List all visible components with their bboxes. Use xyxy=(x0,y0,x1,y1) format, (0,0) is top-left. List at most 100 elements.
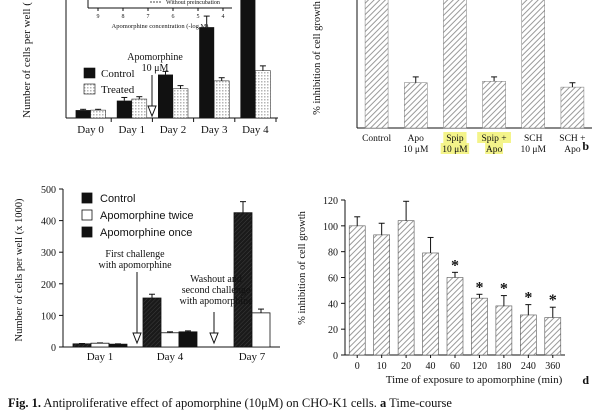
a-legend-swatch xyxy=(83,83,96,95)
c-legend-swatch xyxy=(81,226,93,238)
b-x-tick-label: Spip xyxy=(446,134,464,144)
d-panel-label: d xyxy=(582,373,589,387)
c-bar xyxy=(251,312,271,348)
d-y-tick-label: 20 xyxy=(328,325,338,336)
b-bar xyxy=(404,82,428,129)
c-legend-swatch xyxy=(81,192,93,204)
d-significance-mark: * xyxy=(500,281,508,298)
c-y-tick-label: 400 xyxy=(41,217,56,228)
a-bar-treated xyxy=(172,88,189,119)
b-label-highlight xyxy=(443,132,467,143)
c-annotation-arrowhead xyxy=(132,332,142,345)
caption-text: Antiproliferative effect of apomorphine … xyxy=(43,396,377,410)
b-x-tick-label: Apo xyxy=(408,134,425,144)
b-bar xyxy=(482,81,506,129)
c-legend-label: Control xyxy=(100,193,135,205)
d-significance-mark: * xyxy=(475,279,483,296)
b-label-highlight xyxy=(477,132,511,143)
panel-b-chart: % inhibition of cell growth100ControlApo… xyxy=(312,0,592,155)
c-bar xyxy=(178,331,198,348)
c-y-tick-label: 500 xyxy=(41,185,56,196)
c-annotation: Washout and xyxy=(190,274,242,285)
a-legend-label: Control xyxy=(101,68,135,80)
d-y-tick-label: 100 xyxy=(323,222,338,233)
c-bar xyxy=(108,343,128,348)
c-y-tick-label: 300 xyxy=(41,248,56,259)
b-bar xyxy=(364,0,389,129)
d-x-tick-label: 240 xyxy=(521,361,536,372)
c-legend-label: Apomorphine twice xyxy=(100,210,194,222)
d-significance-mark: * xyxy=(451,257,459,274)
b-ylabel: % inhibition of cell growth xyxy=(312,0,323,114)
d-x-tick-label: 10 xyxy=(377,361,387,372)
d-bar xyxy=(544,317,562,356)
d-x-tick-label: 60 xyxy=(450,361,460,372)
a-inset-tick-label: 7 xyxy=(147,14,150,20)
a-ylabel: Number of cells per well ( xyxy=(21,2,33,118)
a-x-tick-label: Day 1 xyxy=(119,124,146,136)
c-y-tick-label: 200 xyxy=(41,280,56,291)
c-y-tick-label: 100 xyxy=(41,311,56,322)
c-bar xyxy=(160,332,180,348)
c-bar xyxy=(72,343,92,348)
b-x-tick-label: 10 μM xyxy=(521,145,547,155)
figure-caption: Fig. 1. Antiproliferative effect of apom… xyxy=(8,396,598,411)
c-legend-swatch xyxy=(81,209,93,221)
d-bar xyxy=(373,234,390,356)
a-bar-treated xyxy=(213,80,230,119)
b-x-tick-label: Apo xyxy=(564,145,581,155)
a-bar-control xyxy=(199,27,215,118)
a-legend-swatch xyxy=(83,67,96,79)
d-ylabel: % inhibition of cell growth xyxy=(297,210,308,324)
d-bar xyxy=(520,314,537,356)
b-x-tick-label: SCH + xyxy=(559,134,585,144)
d-y-tick-label: 60 xyxy=(328,274,338,285)
b-label-highlight xyxy=(485,143,504,154)
a-bar-control xyxy=(240,0,256,119)
d-x-tick-label: 40 xyxy=(426,361,436,372)
d-bar xyxy=(348,225,366,356)
d-x-tick-label: 20 xyxy=(401,361,411,372)
c-bar xyxy=(90,342,110,348)
d-bar xyxy=(397,220,415,356)
b-x-tick-label: Control xyxy=(362,134,391,144)
a-x-tick-label: Day 0 xyxy=(77,124,104,136)
a-annotation-arrowhead xyxy=(147,105,157,118)
d-bar xyxy=(471,297,488,356)
d-x-tick-label: 120 xyxy=(472,361,487,372)
a-bar-control xyxy=(158,74,173,118)
a-x-tick-label: Day 3 xyxy=(201,124,228,136)
d-xlabel: Time of exposure to apomorphine (min) xyxy=(386,374,563,386)
a-x-tick-label: Day 4 xyxy=(242,124,269,136)
b-label-highlight xyxy=(440,143,470,154)
a-bar-treated xyxy=(255,70,271,119)
b-x-tick-label: Apo xyxy=(486,145,503,155)
b-bar xyxy=(521,0,545,129)
a-inset-tick-label: 6 xyxy=(172,14,175,20)
d-bar xyxy=(422,252,439,356)
c-annotation: with apomorphine xyxy=(98,260,172,271)
a-legend-label: Treated xyxy=(101,84,135,96)
c-bar xyxy=(142,297,162,348)
b-x-tick-label: 10 μM xyxy=(442,145,468,155)
caption-panel-letter: a xyxy=(380,396,387,410)
c-x-tick-label: Day 7 xyxy=(239,351,266,363)
c-y-tick-label: 0 xyxy=(51,343,56,354)
panel-c-chart: 0 100 200 300 400 500 Number of cells per well… xyxy=(14,185,280,363)
d-significance-mark: * xyxy=(549,292,557,309)
b-x-tick-label: 10 μM xyxy=(403,145,429,155)
b-x-tick-label: SCH xyxy=(524,134,543,144)
c-annotation: with apomorphine xyxy=(179,296,253,307)
d-x-tick-label: 0 xyxy=(355,361,360,372)
a-bar-treated xyxy=(90,109,106,119)
b-bar xyxy=(560,86,585,129)
a-inset-tick-label: 4 xyxy=(222,14,225,20)
d-y-tick-label: 40 xyxy=(328,299,338,310)
c-x-tick-label: Day 1 xyxy=(87,351,114,363)
c-annotation: second challenge xyxy=(182,285,251,296)
c-x-tick-label: Day 4 xyxy=(157,351,184,363)
a-bar-control xyxy=(116,100,132,118)
figure-label: Fig. 1. xyxy=(8,396,41,410)
